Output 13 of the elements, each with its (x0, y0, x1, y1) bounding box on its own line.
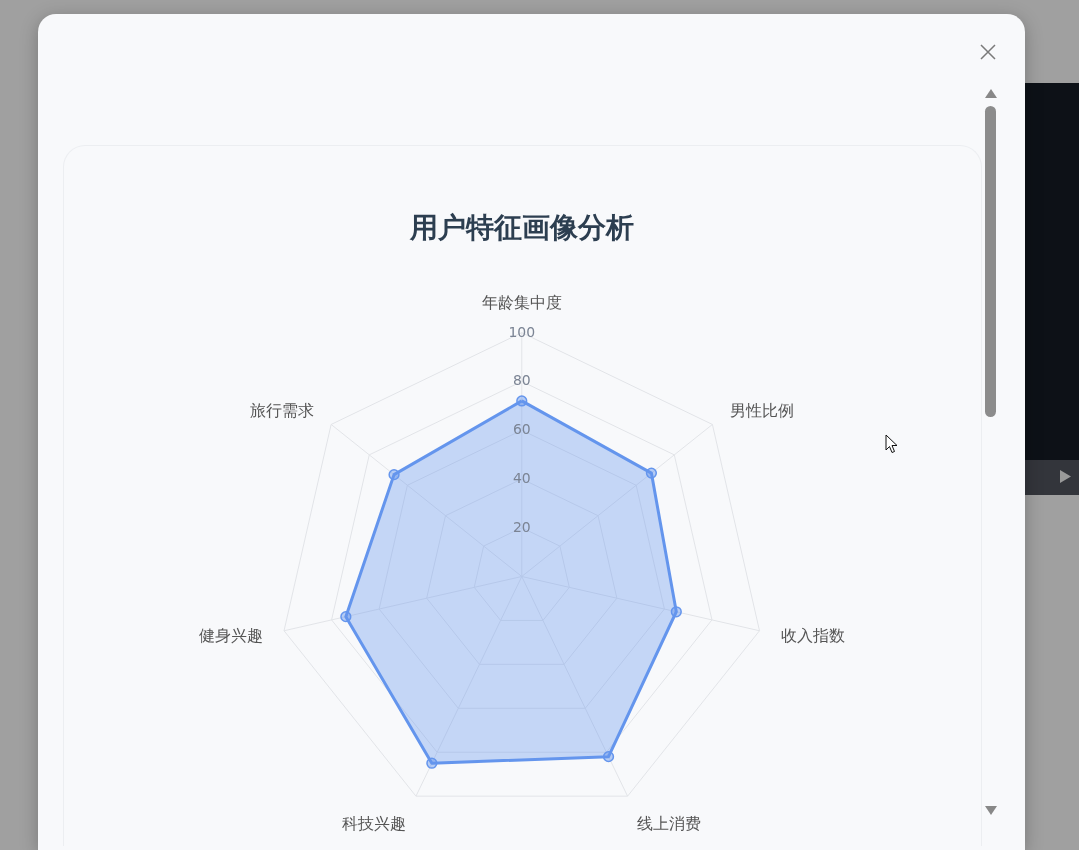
spoke-label: 线上消费 (637, 813, 702, 833)
y-tick-label: 80 (512, 371, 531, 388)
y-tick-label: 40 (512, 469, 531, 486)
y-tick-label: 100 (508, 323, 536, 340)
spoke-label: 健身兴趣 (198, 625, 263, 645)
spoke-label: 年龄集中度 (481, 292, 562, 312)
spoke-label: 男性比例 (729, 400, 794, 420)
spoke-label: 科技兴趣 (342, 813, 407, 833)
y-tick-label: 20 (512, 518, 531, 535)
spoke-label: 收入指数 (780, 625, 845, 645)
spoke-label: 旅行需求 (249, 400, 314, 420)
chart-title: 用户特征画像分析 (408, 210, 635, 246)
y-tick-label: 60 (512, 420, 531, 437)
